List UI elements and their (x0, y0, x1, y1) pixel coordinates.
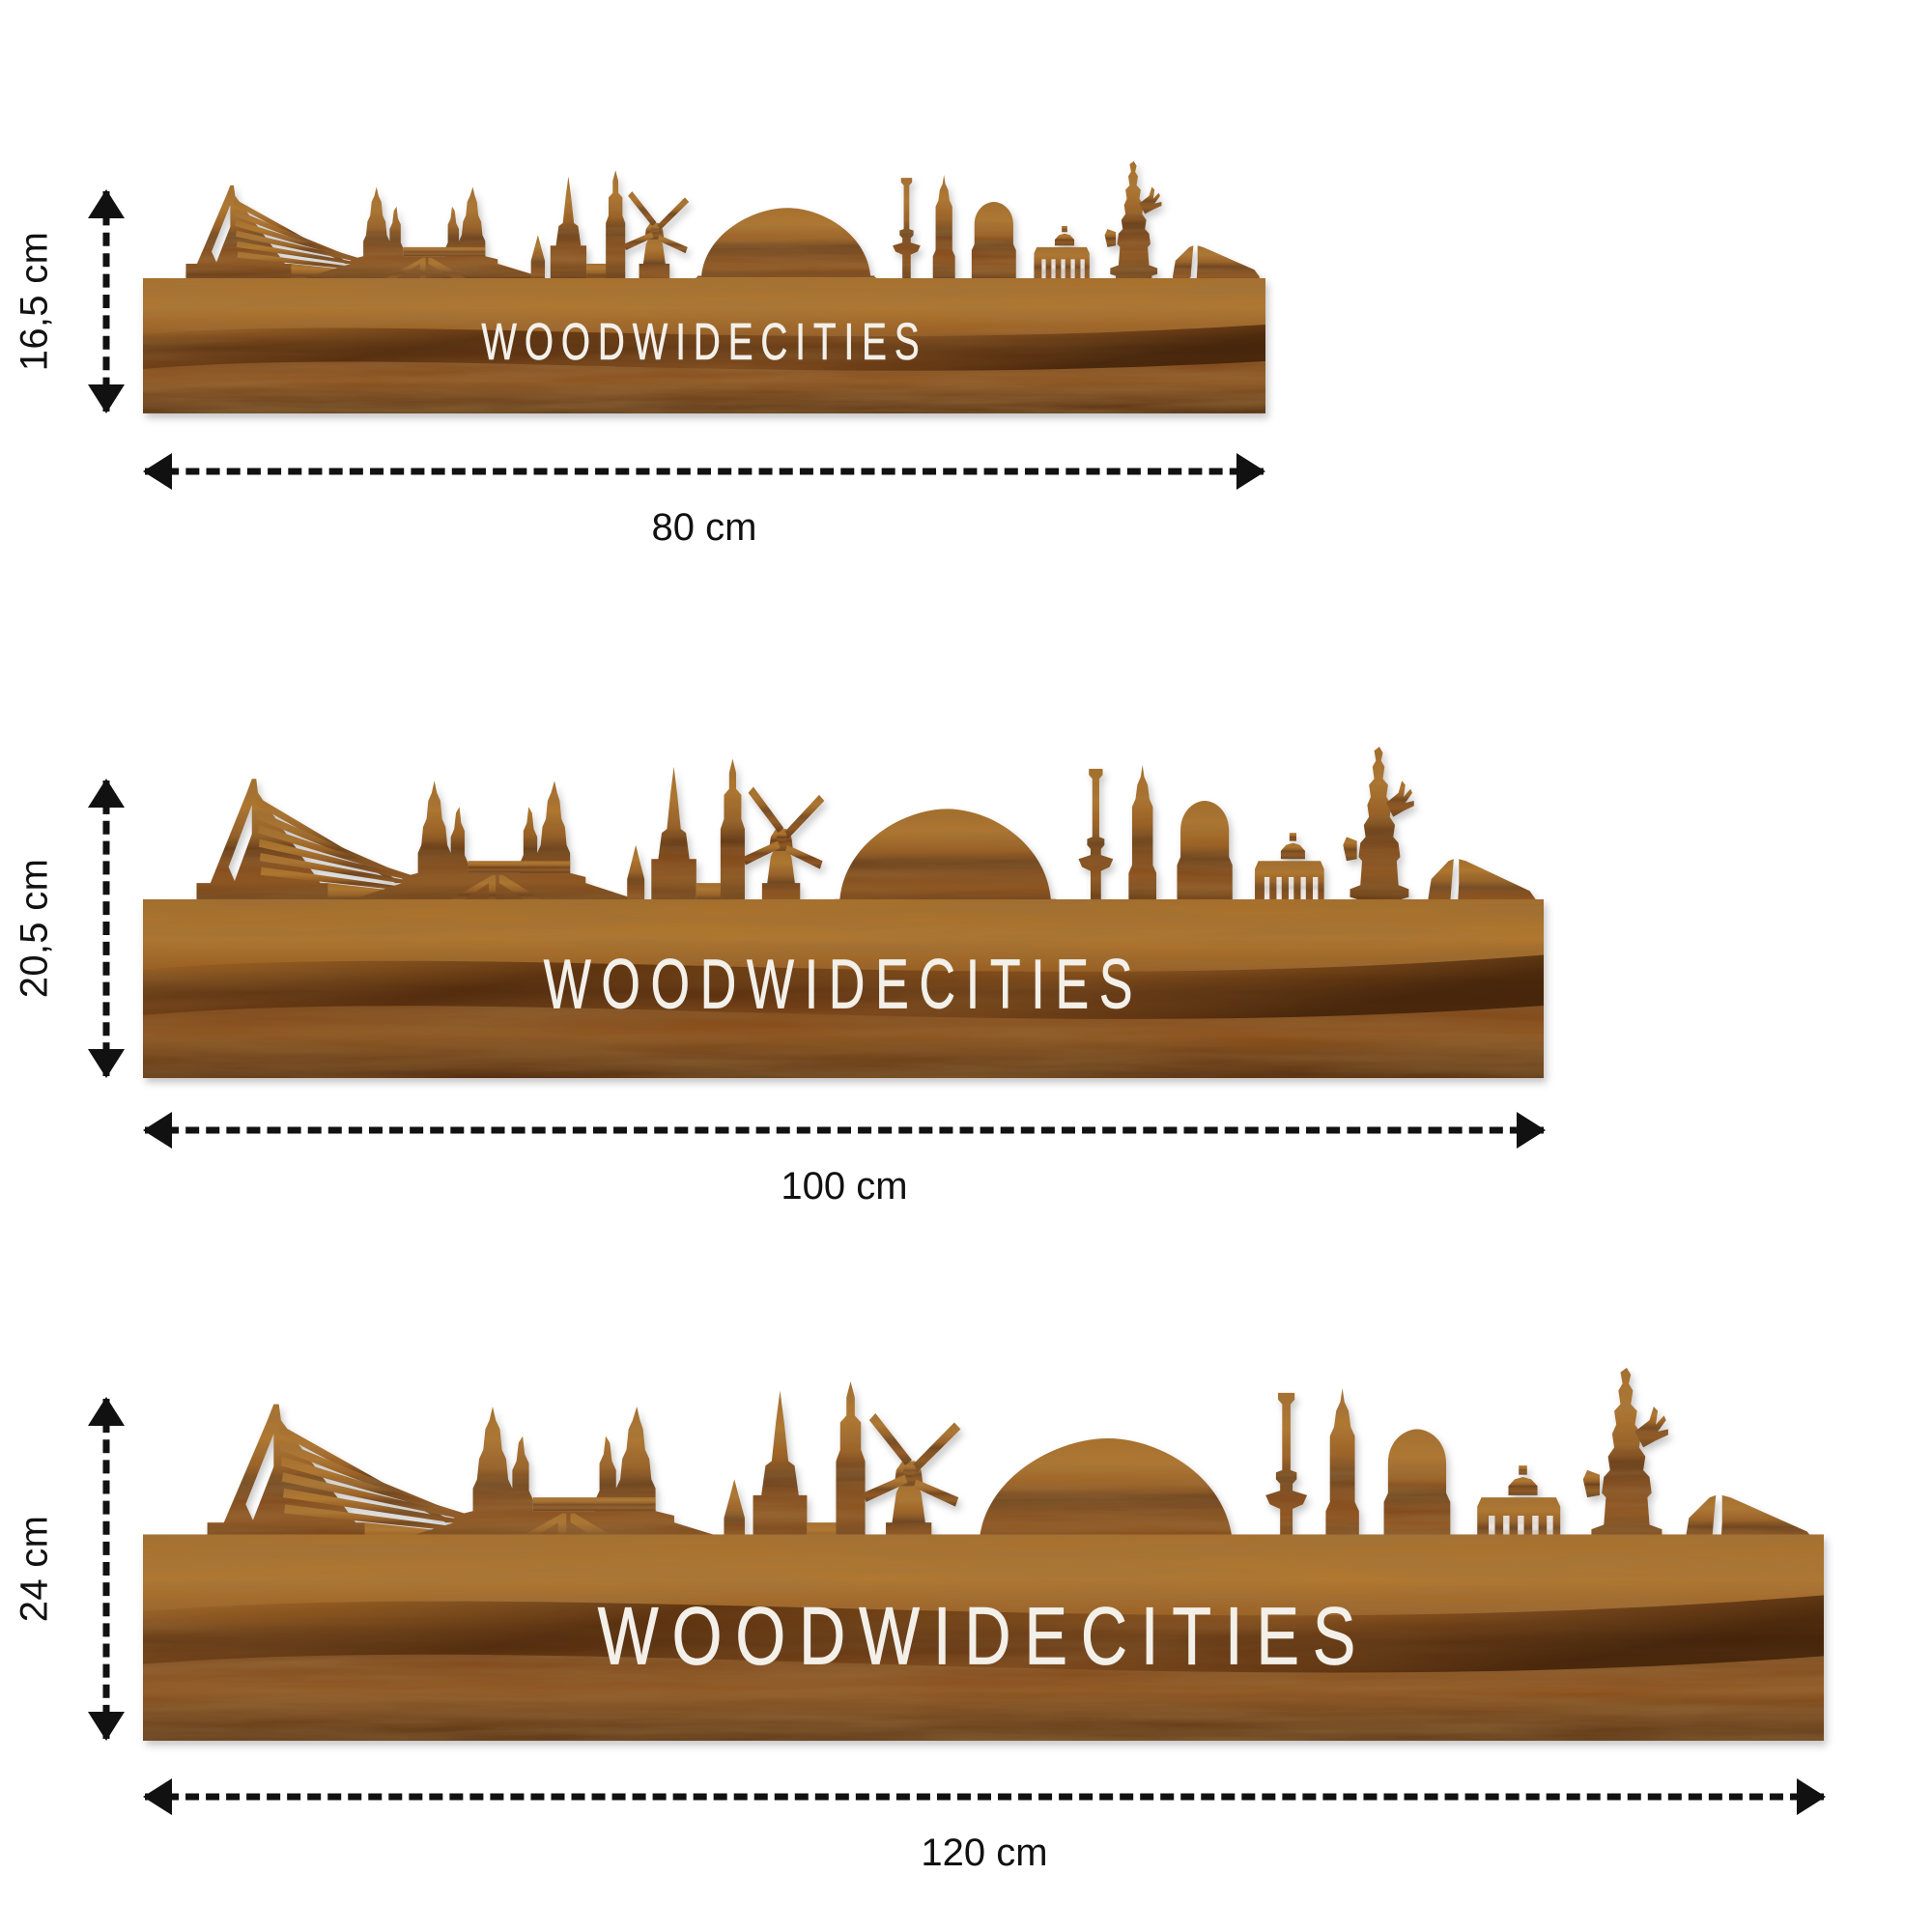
arrow-left-icon (143, 1778, 172, 1815)
dimension-line (145, 468, 1264, 475)
skyline-silhouette (207, 1367, 1816, 1557)
width-label: 120 cm (921, 1832, 1048, 1874)
height-label: 16,5 cm (13, 231, 56, 372)
variant-size-100[interactable]: 20,5 cm (0, 715, 1932, 1314)
arrow-up-icon (88, 1397, 125, 1426)
dimension-line (102, 191, 110, 412)
height-dimension-120: 24 cm (14, 1397, 128, 1741)
height-label: 24 cm (13, 1515, 56, 1623)
width-label: 100 cm (781, 1165, 908, 1208)
arrow-up-icon (88, 189, 125, 218)
width-dimension-120: 120 cm (143, 1776, 1826, 1874)
variant-size-120[interactable]: 24 cm (0, 1352, 1932, 1932)
height-label: 20,5 cm (13, 858, 56, 999)
width-dimension-80: 80 cm (143, 450, 1265, 549)
wood-board: WOODWIDECITIES (143, 1367, 1824, 1741)
arrow-down-icon (88, 1049, 125, 1078)
height-dimension-80: 16,5 cm (14, 189, 128, 413)
board-body (143, 899, 1544, 1078)
board-body (143, 278, 1265, 413)
width-label: 80 cm (651, 506, 757, 549)
wood-board: WOODWIDECITIES (143, 747, 1544, 1078)
board-wordmark: WOODWIDECITIES (481, 312, 926, 371)
skyline-board-svg: WOODWIDECITIES (143, 160, 1265, 413)
board-body (143, 1534, 1824, 1741)
skyline-board-svg: WOODWIDECITIES (143, 747, 1544, 1078)
product-board-120[interactable]: WOODWIDECITIES (143, 1367, 1824, 1741)
width-dimension-100: 100 cm (143, 1109, 1546, 1208)
arrow-right-icon (1236, 453, 1265, 490)
dimension-line (145, 1793, 1824, 1801)
height-dimension-100: 20,5 cm (14, 779, 128, 1078)
arrow-right-icon (1517, 1112, 1546, 1149)
arrow-left-icon (143, 1112, 172, 1149)
variant-size-80[interactable]: 16,5 cm (0, 0, 1932, 549)
wood-board: WOODWIDECITIES (143, 160, 1265, 413)
arrow-up-icon (88, 779, 125, 808)
dimension-line (102, 1399, 110, 1739)
skyline-board-svg: WOODWIDECITIES (143, 1367, 1824, 1741)
skyline-silhouette (185, 160, 1261, 287)
product-board-100[interactable]: WOODWIDECITIES (143, 747, 1544, 1078)
arrow-down-icon (88, 384, 125, 413)
dimension-line (102, 781, 110, 1076)
product-board-80[interactable]: WOODWIDECITIES (143, 160, 1265, 413)
board-wordmark: WOODWIDECITIES (598, 1591, 1369, 1683)
arrow-right-icon (1797, 1778, 1826, 1815)
skyline-silhouette (196, 747, 1537, 914)
arrow-left-icon (143, 453, 172, 490)
dimension-line (145, 1126, 1544, 1134)
board-wordmark: WOODWIDECITIES (544, 946, 1143, 1023)
arrow-down-icon (88, 1712, 125, 1741)
